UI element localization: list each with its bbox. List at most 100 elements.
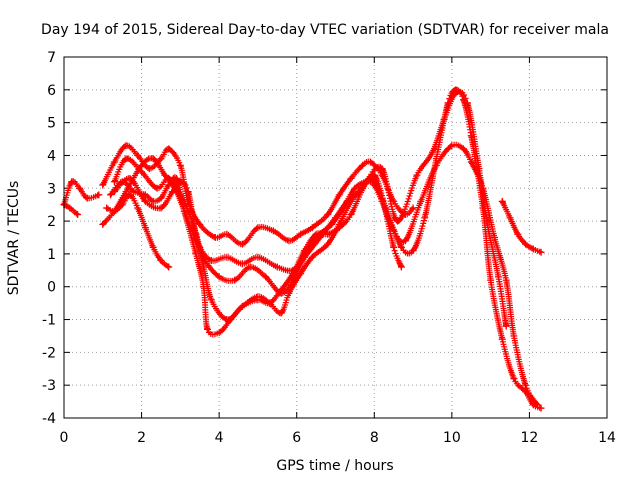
plot-frame [63,56,608,419]
data-point [506,214,514,222]
data-point [324,240,332,248]
data-point [312,230,320,238]
series-satellite-track-7 [107,88,510,338]
data-point [138,161,146,169]
chart-title: Day 194 of 2015, Sidereal Day-to-day VTE… [41,22,609,38]
data-point [328,220,336,228]
data-point [448,142,456,150]
data-point [537,404,545,412]
data-point [459,145,467,153]
data-point [157,204,165,212]
data-point [95,191,103,199]
data-point [215,273,223,281]
data-point [363,178,371,186]
series-satellite-track-9 [498,197,545,256]
y-tick-label: 1 [47,247,56,263]
data-point [157,256,165,264]
y-tick-label: -4 [42,411,56,427]
data-point [134,151,142,159]
data-point [149,243,157,251]
data-point [107,191,115,199]
x-tick-label: 6 [292,430,301,446]
data-point [347,197,355,205]
data-point [370,181,378,189]
data-point [277,309,285,317]
data-point [289,270,297,278]
x-axis-label: GPS time / hours [276,458,393,474]
data-point [522,381,530,389]
data-point [122,155,130,163]
data-point [347,211,355,219]
data-point [300,247,308,255]
data-point [169,188,177,196]
data-point [502,322,510,330]
y-tick-label: -2 [42,345,56,361]
data-point [285,289,293,297]
data-point [335,191,343,199]
data-point [215,329,223,337]
data-point [366,158,374,166]
y-tick-label: 5 [47,116,56,132]
data-point [262,273,270,281]
data-point [514,230,522,238]
data-point [207,296,215,304]
data-point [227,316,235,324]
data-point [273,263,281,271]
data-point [401,237,409,245]
data-point [74,211,82,219]
data-point [409,204,417,212]
data-point [494,273,502,281]
data-point [498,197,506,205]
data-point [68,178,76,186]
data-point [176,161,184,169]
data-point [522,240,530,248]
data-point [231,276,239,284]
data-point [157,155,165,163]
data-point [467,158,475,166]
data-point [83,194,91,202]
x-tick-label: 10 [443,430,461,446]
data-point [510,332,518,340]
series-satellite-track-3 [99,142,417,248]
x-tick-label: 0 [60,430,69,446]
y-tick-label: 6 [47,83,56,99]
data-point [285,237,293,245]
data-point [409,247,417,255]
data-point [390,243,398,251]
data-point [103,204,111,212]
data-point [378,165,386,173]
data-point [529,245,537,253]
y-tick-label: -1 [42,313,56,329]
data-point [351,184,359,192]
data-point [510,375,518,383]
data-series [60,86,545,412]
data-point [324,211,332,219]
data-point [99,181,107,189]
data-point [382,204,390,212]
data-point [161,171,169,179]
data-point [537,248,545,256]
data-point [118,178,126,186]
y-tick-label: 0 [47,280,56,296]
data-point [397,243,405,251]
data-point [529,401,537,409]
data-point [165,181,173,189]
y-tick-label: 4 [47,148,56,164]
data-point [246,263,254,271]
data-point [153,184,161,192]
data-point [149,197,157,205]
data-point [141,191,149,199]
data-point [138,168,146,176]
data-point [277,286,285,294]
data-point [134,204,142,212]
data-point [421,214,429,222]
x-tick-label: 8 [370,430,379,446]
x-tick-label: 14 [598,430,616,446]
data-point [498,335,506,343]
data-point [308,224,316,232]
data-point [180,207,188,215]
data-point [223,253,231,261]
data-point [463,99,471,107]
data-point [254,296,262,304]
data-point [110,158,118,166]
